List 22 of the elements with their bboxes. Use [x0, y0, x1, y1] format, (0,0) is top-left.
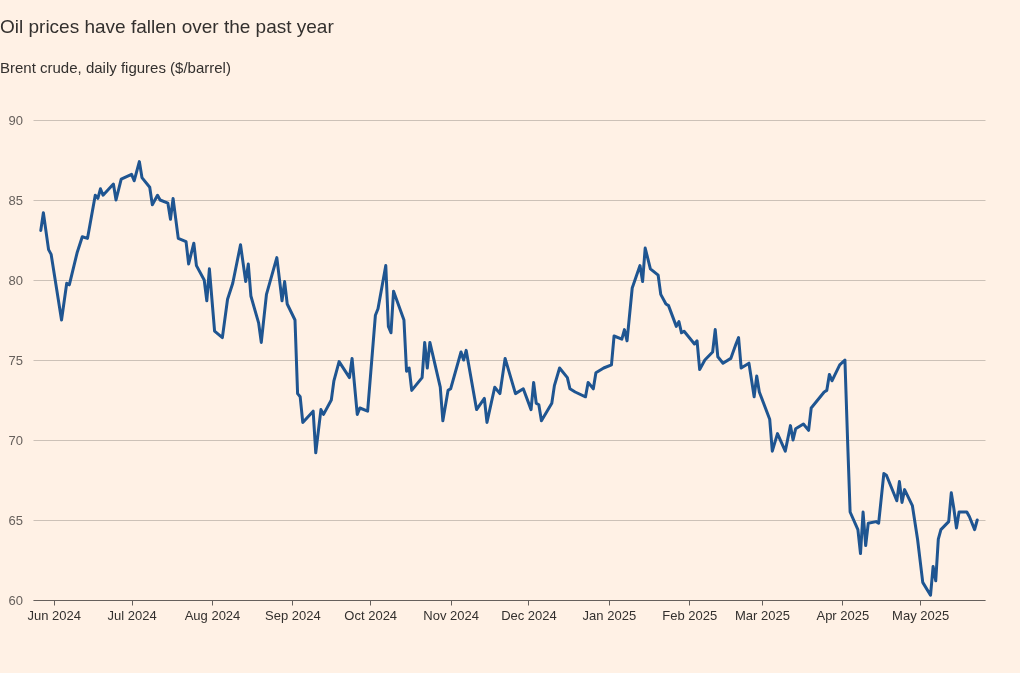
chart-subtitle: Brent crude, daily figures ($/barrel) — [0, 59, 231, 76]
y-tick-label: 85 — [8, 192, 23, 208]
x-tick-label: Dec 2024 — [501, 607, 557, 623]
y-tick-label: 90 — [8, 112, 23, 128]
x-tick-label: Nov 2024 — [423, 607, 479, 623]
x-tick-label: Jul 2024 — [107, 607, 157, 623]
x-tick-label: Sep 2024 — [265, 607, 321, 623]
y-tick-label: 60 — [8, 592, 23, 608]
x-tick-label: May 2025 — [892, 607, 950, 623]
x-tick-label: Aug 2024 — [184, 607, 241, 623]
y-tick-label: 65 — [8, 512, 23, 528]
y-tick-label: 70 — [8, 432, 23, 448]
x-tick-label: Jun 2024 — [27, 607, 81, 623]
x-tick-label: Feb 2025 — [662, 607, 718, 623]
line-series — [39, 160, 979, 597]
x-tick-label: Oct 2024 — [344, 607, 398, 623]
y-tick-label: 80 — [8, 272, 23, 288]
chart-title: Oil prices have fallen over the past year — [0, 16, 335, 37]
y-tick-label: 75 — [8, 352, 23, 368]
x-tick-label: Mar 2025 — [734, 607, 790, 623]
x-tick-label: Apr 2025 — [816, 607, 870, 623]
x-tick-label: Jan 2025 — [582, 607, 637, 623]
